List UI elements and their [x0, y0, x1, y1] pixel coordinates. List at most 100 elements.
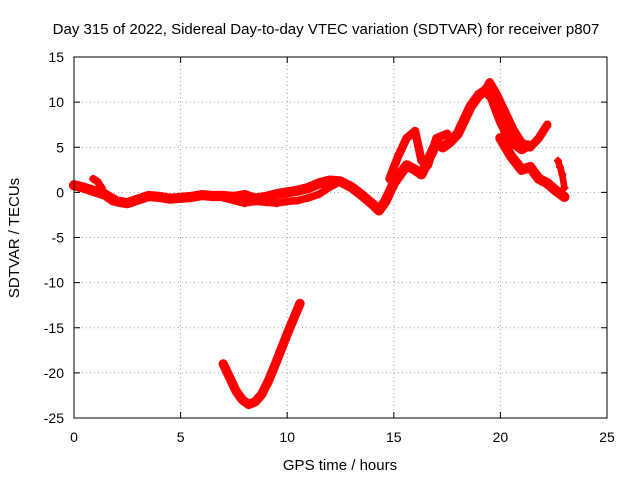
- data-point: [144, 191, 153, 200]
- data-point: [97, 183, 106, 192]
- data-point: [553, 156, 562, 165]
- data-point: [394, 152, 403, 161]
- data-point: [293, 196, 302, 205]
- data-point: [543, 179, 552, 188]
- data-point: [176, 193, 185, 202]
- data-point: [500, 107, 509, 116]
- data-point: [251, 397, 260, 406]
- data-point: [347, 182, 356, 191]
- data-point: [165, 194, 174, 203]
- y-tick-label: -15: [44, 320, 64, 336]
- data-point: [460, 116, 469, 125]
- data-point: [251, 197, 260, 206]
- x-axis-label: GPS time / hours: [283, 457, 397, 474]
- data-point: [283, 188, 292, 197]
- data-point: [560, 183, 569, 192]
- data-point: [208, 191, 217, 200]
- data-point: [155, 192, 164, 201]
- data-point: [402, 161, 411, 170]
- data-point: [496, 116, 505, 125]
- x-tick-label: 25: [599, 429, 615, 445]
- data-point: [89, 174, 98, 183]
- data-point: [396, 170, 405, 179]
- data-point: [238, 395, 247, 404]
- y-axis-label: SDTVAR / TECUs: [6, 178, 23, 298]
- data-point: [264, 377, 273, 386]
- x-tick-label: 20: [493, 429, 509, 445]
- data-point: [517, 165, 526, 174]
- data-point: [289, 314, 298, 323]
- data-point: [232, 386, 241, 395]
- data-point: [485, 78, 494, 87]
- axis-ticks: 0 5 10 15 20 25 -25 -20 -15 -10 -5 0 5 10 15: [44, 49, 615, 445]
- data-point: [385, 174, 394, 183]
- data-point: [187, 192, 196, 201]
- data-point: [551, 186, 560, 195]
- data-point: [389, 179, 398, 188]
- data-point: [261, 198, 270, 207]
- data-point: [270, 362, 279, 371]
- data-point: [374, 206, 383, 215]
- data-point: [276, 346, 285, 355]
- data-point: [534, 174, 543, 183]
- series-upper-spikes-15-17: [385, 126, 452, 184]
- data-point: [304, 183, 313, 192]
- data-point: [315, 179, 324, 188]
- data-point: [381, 197, 390, 206]
- data-point: [295, 299, 304, 308]
- data-series: [68, 78, 570, 410]
- data-point: [293, 186, 302, 195]
- data-point: [402, 134, 411, 143]
- data-point: [91, 187, 100, 196]
- data-point: [133, 195, 142, 204]
- data-point: [560, 192, 569, 201]
- grid: [74, 57, 607, 418]
- data-point: [315, 190, 324, 199]
- data-point: [526, 163, 535, 172]
- data-point: [368, 200, 377, 209]
- y-tick-label: -10: [44, 275, 64, 291]
- data-point: [443, 129, 452, 138]
- x-tick-label: 10: [279, 429, 295, 445]
- data-point: [496, 134, 505, 143]
- data-point: [411, 165, 420, 174]
- data-point: [423, 161, 432, 170]
- data-point: [257, 390, 266, 399]
- data-point: [93, 177, 102, 186]
- x-tick-label: 0: [70, 429, 78, 445]
- data-point: [509, 125, 518, 134]
- x-tick-label: 5: [177, 429, 185, 445]
- data-point: [272, 199, 281, 208]
- data-point: [283, 197, 292, 206]
- data-point: [244, 400, 253, 409]
- data-point: [108, 197, 117, 206]
- data-point: [411, 127, 420, 136]
- y-tick-label: 0: [56, 184, 64, 200]
- plot-frame: [73, 56, 608, 419]
- data-point: [197, 191, 206, 200]
- x-tick-label: 15: [386, 429, 402, 445]
- data-point: [543, 120, 552, 129]
- data-point: [123, 199, 132, 208]
- data-point: [534, 134, 543, 143]
- y-tick-label: 15: [48, 49, 64, 65]
- chart-title: Day 315 of 2022, Sidereal Day-to-day VTE…: [53, 21, 600, 38]
- data-point: [304, 193, 313, 202]
- data-point: [240, 191, 249, 200]
- series-late-lower: [495, 133, 570, 202]
- data-point: [453, 129, 462, 138]
- data-point: [325, 182, 334, 191]
- data-point: [556, 163, 565, 172]
- data-point: [80, 183, 89, 192]
- y-tick-label: -25: [44, 410, 64, 426]
- y-tick-label: 10: [48, 94, 64, 110]
- data-point: [438, 143, 447, 152]
- y-tick-label: 5: [56, 139, 64, 155]
- data-point: [336, 177, 345, 186]
- y-tick-label: -5: [52, 230, 65, 246]
- series-dip-curve: [218, 298, 305, 410]
- data-point: [526, 143, 535, 152]
- data-point: [445, 138, 454, 147]
- series-end-spike: [554, 157, 568, 192]
- data-point: [466, 102, 475, 111]
